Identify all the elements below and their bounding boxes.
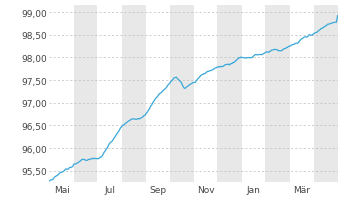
Bar <box>218 6 242 182</box>
Bar <box>314 6 339 182</box>
Bar <box>74 6 97 182</box>
Bar <box>265 6 290 182</box>
Bar <box>122 6 146 182</box>
Bar <box>169 6 194 182</box>
